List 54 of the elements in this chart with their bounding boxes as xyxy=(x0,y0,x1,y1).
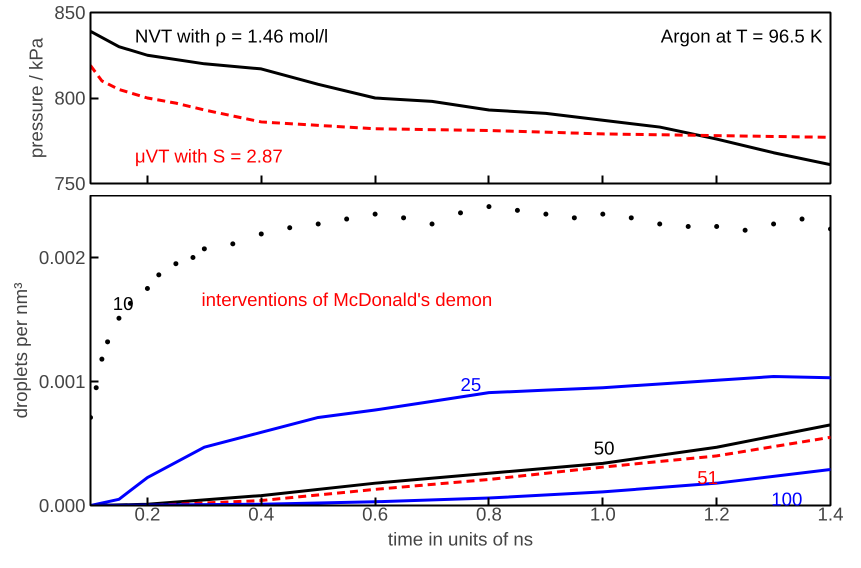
point xyxy=(686,224,691,229)
y-tick-label: 850 xyxy=(54,2,86,23)
x-tick-label: 1.4 xyxy=(818,504,844,524)
point xyxy=(116,316,122,321)
series-label: 51 xyxy=(697,466,718,488)
point xyxy=(771,222,776,227)
point xyxy=(230,241,236,246)
point xyxy=(156,272,162,278)
series-label: 50 xyxy=(594,437,614,458)
y-tick-label: 800 xyxy=(54,88,86,108)
x-tick-label: 1.0 xyxy=(590,504,616,524)
series-label: NVT with ρ = 1.46 mol/l xyxy=(134,26,328,47)
x-tick-label: 0.6 xyxy=(362,504,388,524)
x-tick-label: 0.2 xyxy=(134,504,160,524)
point xyxy=(344,216,350,222)
y-tick-label: 750 xyxy=(54,173,86,194)
point xyxy=(99,356,104,362)
point xyxy=(628,215,634,220)
y-tick-label: 0.001 xyxy=(38,371,86,392)
y-axis-title: pressure / kPa xyxy=(25,37,46,158)
point xyxy=(144,286,150,291)
point xyxy=(486,204,492,210)
x-tick-label: 0.8 xyxy=(476,504,502,524)
point xyxy=(800,216,805,222)
x-tick-label: 0.4 xyxy=(248,504,274,524)
point xyxy=(430,222,435,227)
point xyxy=(105,339,110,344)
annotation: interventions of McDonald's demon xyxy=(202,289,492,310)
y-tick-label: 0.002 xyxy=(38,247,86,268)
y-axis-title: droplets per nm³ xyxy=(10,282,31,418)
point xyxy=(572,215,577,220)
x-axis-title: time in units of ns xyxy=(388,528,534,550)
point xyxy=(742,228,748,233)
y-tick-label: 0.000 xyxy=(38,495,86,516)
point xyxy=(316,222,321,227)
point xyxy=(600,212,606,217)
point xyxy=(458,210,463,216)
x-tick-label: 1.2 xyxy=(704,504,730,524)
point xyxy=(714,224,720,229)
point xyxy=(372,212,378,217)
series-label: μVT with S = 2.87 xyxy=(134,145,283,166)
point xyxy=(401,215,406,220)
point xyxy=(173,261,178,266)
point xyxy=(657,222,662,227)
annotation: Argon at T = 96.5 K xyxy=(660,26,823,47)
point xyxy=(202,246,207,252)
point xyxy=(94,385,99,390)
point xyxy=(287,225,292,230)
series-label: 100 xyxy=(771,488,802,510)
point xyxy=(190,255,196,260)
series-label: 25 xyxy=(460,374,482,395)
point xyxy=(514,208,520,213)
point xyxy=(543,212,548,217)
point xyxy=(258,231,264,236)
